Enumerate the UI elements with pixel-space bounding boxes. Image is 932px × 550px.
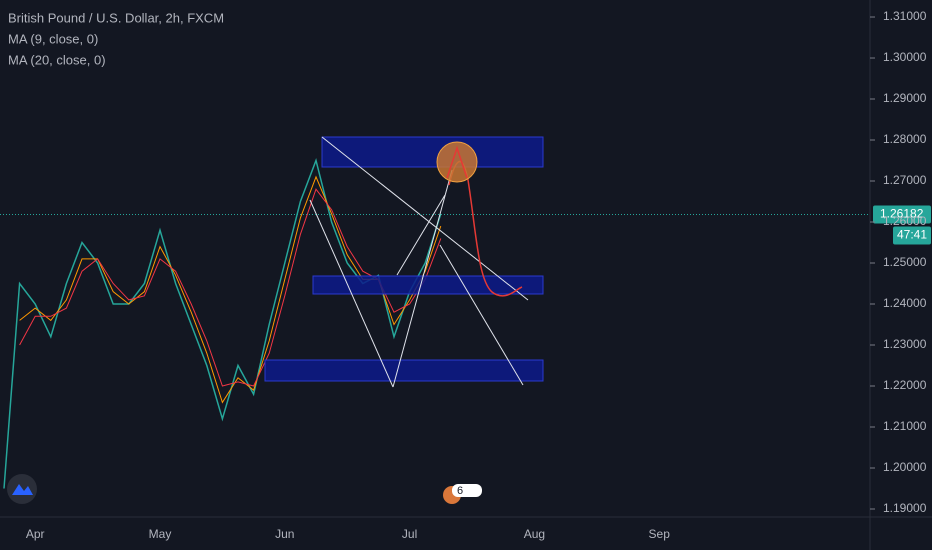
last-price-box <box>873 205 931 224</box>
x-tick-label: Apr <box>26 527 45 541</box>
legend-entry: MA (9, close, 0) <box>8 31 98 46</box>
y-tick-label: 1.22000 <box>883 378 927 392</box>
y-tick-label: 1.21000 <box>883 419 927 433</box>
y-tick-label: 1.25000 <box>883 255 927 269</box>
y-tick-label: 1.26000 <box>883 214 927 228</box>
legend-entry: MA (20, close, 0) <box>8 52 106 67</box>
target-peak <box>446 145 468 179</box>
y-tick-label: 1.30000 <box>883 50 927 64</box>
y-tick-label: 1.24000 <box>883 296 927 310</box>
x-tick-label: May <box>149 527 172 541</box>
channel-lines <box>309 136 529 388</box>
price-line <box>19 188 442 387</box>
y-tick-label: 1.20000 <box>883 460 927 474</box>
countdown: 47:41 <box>897 228 927 242</box>
resistance-zone <box>321 136 544 168</box>
y-tick-label: 1.29000 <box>883 91 927 105</box>
event-count: 6 <box>457 485 463 497</box>
event-badge <box>452 484 482 497</box>
y-tick-label: 1.31000 <box>883 9 927 23</box>
support-zone <box>264 359 544 382</box>
last-price-label: 1.26182 <box>880 207 924 221</box>
x-tick-label: Jul <box>402 527 417 541</box>
countdown-box <box>893 226 931 245</box>
y-tick-label: 1.23000 <box>883 337 927 351</box>
x-tick-label: Aug <box>524 527 545 541</box>
target-circle <box>436 141 478 183</box>
x-tick-label: Sep <box>649 527 671 541</box>
chart-title: British Pound / U.S. Dollar, 2h, FXCM <box>8 10 224 25</box>
x-tick-label: Jun <box>275 527 294 541</box>
y-tick-label: 1.19000 <box>883 501 927 515</box>
logo-mark <box>12 484 33 495</box>
y-tick-label: 1.27000 <box>883 173 927 187</box>
y-tick-label: 1.28000 <box>883 132 927 146</box>
